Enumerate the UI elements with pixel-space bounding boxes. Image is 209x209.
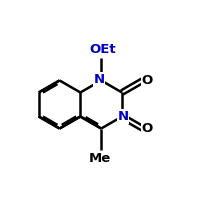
Text: O: O: [142, 74, 153, 87]
Text: N: N: [94, 73, 105, 86]
Text: O: O: [142, 122, 153, 135]
Text: OEt: OEt: [89, 43, 116, 56]
Text: Me: Me: [89, 152, 111, 165]
Text: N: N: [117, 110, 129, 123]
